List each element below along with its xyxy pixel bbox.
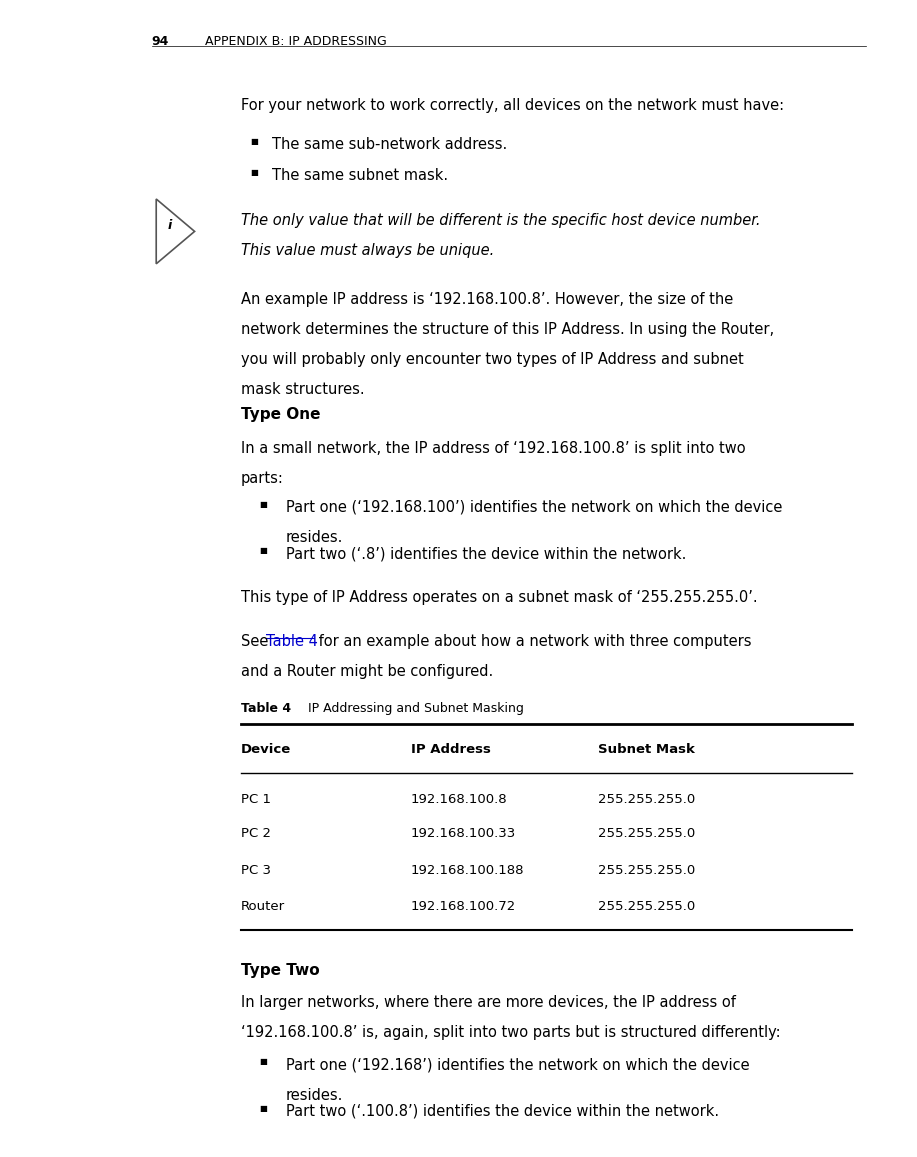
Text: Router: Router [241, 900, 285, 913]
Text: Type Two: Type Two [241, 963, 320, 978]
Text: For your network to work correctly, all devices on the network must have:: For your network to work correctly, all … [241, 98, 784, 113]
Text: 255.255.255.0: 255.255.255.0 [598, 827, 695, 840]
Text: Type One: Type One [241, 407, 321, 422]
Text: This type of IP Address operates on a subnet mask of ‘255.255.255.0’.: This type of IP Address operates on a su… [241, 590, 757, 605]
Text: See: See [241, 634, 273, 649]
Text: Part one (‘192.168’) identifies the network on which the device: Part one (‘192.168’) identifies the netw… [286, 1057, 749, 1073]
Text: 192.168.100.8: 192.168.100.8 [411, 793, 507, 805]
Text: An example IP address is ‘192.168.100.8’. However, the size of the: An example IP address is ‘192.168.100.8’… [241, 292, 734, 307]
Text: ■: ■ [259, 1104, 267, 1113]
Text: resides.: resides. [286, 530, 343, 545]
Text: Part two (‘.8’) identifies the device within the network.: Part two (‘.8’) identifies the device wi… [286, 546, 686, 561]
Text: network determines the structure of this IP Address. In using the Router,: network determines the structure of this… [241, 322, 774, 337]
Text: for an example about how a network with three computers: for an example about how a network with … [315, 634, 752, 649]
Text: 255.255.255.0: 255.255.255.0 [598, 793, 695, 805]
Text: In larger networks, where there are more devices, the IP address of: In larger networks, where there are more… [241, 995, 736, 1010]
Text: mask structures.: mask structures. [241, 382, 365, 397]
Text: The only value that will be different is the specific host device number.: The only value that will be different is… [241, 213, 760, 228]
Text: The same subnet mask.: The same subnet mask. [272, 168, 448, 183]
Text: ■: ■ [259, 546, 267, 555]
Text: 255.255.255.0: 255.255.255.0 [598, 864, 695, 877]
Text: In a small network, the IP address of ‘192.168.100.8’ is split into two: In a small network, the IP address of ‘1… [241, 441, 746, 456]
Text: Table 4: Table 4 [266, 634, 318, 649]
Text: Device: Device [241, 743, 292, 756]
Text: ■: ■ [259, 1057, 267, 1067]
Text: i: i [168, 219, 172, 233]
Text: and a Router might be configured.: and a Router might be configured. [241, 664, 493, 679]
Text: you will probably only encounter two types of IP Address and subnet: you will probably only encounter two typ… [241, 352, 744, 367]
Text: Part one (‘192.168.100’) identifies the network on which the device: Part one (‘192.168.100’) identifies the … [286, 500, 782, 515]
Text: ■: ■ [250, 168, 258, 177]
Text: 255.255.255.0: 255.255.255.0 [598, 900, 695, 913]
Text: parts:: parts: [241, 471, 284, 486]
Text: Table 4: Table 4 [241, 702, 291, 715]
Text: APPENDIX B: IP ADDRESSING: APPENDIX B: IP ADDRESSING [205, 35, 387, 47]
Text: ‘192.168.100.8’ is, again, split into two parts but is structured differently:: ‘192.168.100.8’ is, again, split into tw… [241, 1025, 780, 1040]
Text: This value must always be unique.: This value must always be unique. [241, 243, 494, 258]
Text: 192.168.100.72: 192.168.100.72 [411, 900, 516, 913]
Text: ■: ■ [250, 137, 258, 146]
Text: Part two (‘.100.8’) identifies the device within the network.: Part two (‘.100.8’) identifies the devic… [286, 1104, 719, 1119]
Text: ■: ■ [259, 500, 267, 509]
Text: IP Addressing and Subnet Masking: IP Addressing and Subnet Masking [296, 702, 525, 715]
Text: IP Address: IP Address [411, 743, 491, 756]
Text: 192.168.100.33: 192.168.100.33 [411, 827, 516, 840]
Text: The same sub-network address.: The same sub-network address. [272, 137, 507, 152]
Text: Subnet Mask: Subnet Mask [598, 743, 695, 756]
Text: 94: 94 [151, 35, 169, 47]
Text: PC 2: PC 2 [241, 827, 271, 840]
Text: 192.168.100.188: 192.168.100.188 [411, 864, 525, 877]
Text: PC 1: PC 1 [241, 793, 271, 805]
Text: PC 3: PC 3 [241, 864, 271, 877]
Text: resides.: resides. [286, 1088, 343, 1103]
